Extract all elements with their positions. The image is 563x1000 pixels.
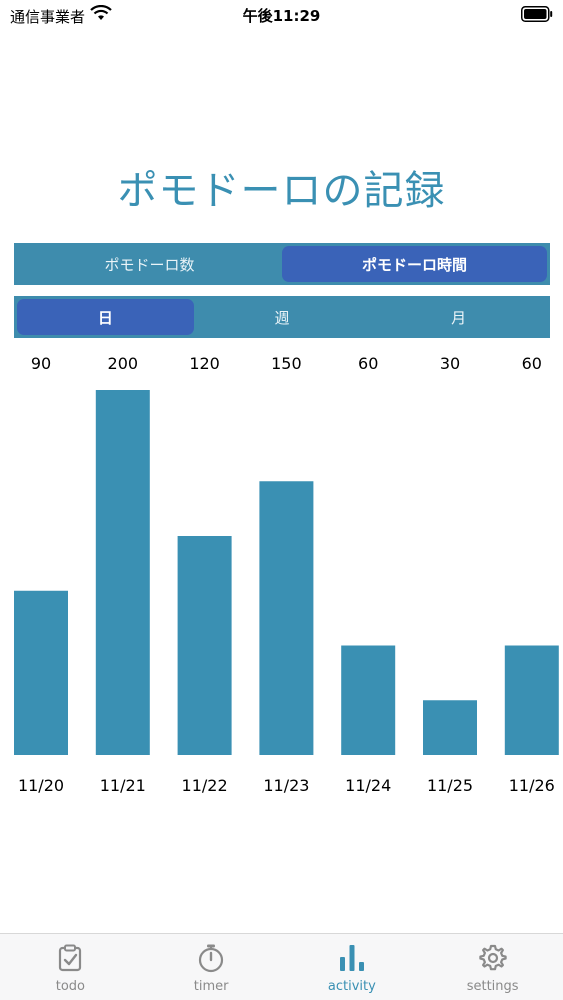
mode-segmented-control: ポモドーロ数 ポモドーロ時間 (14, 243, 550, 285)
x-axis-tick-label: 11/26 (509, 776, 555, 795)
battery-icon (521, 6, 553, 22)
bar-value-label: 60 (358, 354, 378, 373)
stopwatch-icon (199, 944, 224, 973)
status-bar: 通信事業者 午後11:29 (0, 0, 563, 30)
x-axis-tick-label: 11/25 (427, 776, 473, 795)
status-time: 午後11:29 (242, 7, 321, 25)
bar-value-label: 90 (31, 354, 51, 373)
bar-value-label: 60 (522, 354, 542, 373)
chart-bar (423, 700, 477, 755)
chart-bar (177, 536, 232, 755)
tab-label: settings (466, 979, 519, 994)
tab-label: todo (55, 979, 85, 994)
tab-label: timer (193, 979, 229, 994)
tab-timer[interactable]: timer (141, 934, 282, 1000)
tab-label: activity (327, 979, 376, 994)
chart-bar (341, 645, 396, 755)
tab-todo[interactable]: todo (0, 934, 141, 1000)
x-axis-tick-label: 11/24 (345, 776, 391, 795)
bar-chart-icon (339, 945, 364, 971)
segment-week[interactable]: 週 (274, 308, 290, 327)
bar-value-label: 150 (271, 354, 302, 373)
bar-value-label: 120 (189, 354, 220, 373)
gear-icon (478, 944, 507, 971)
bar-value-label: 30 (440, 354, 460, 373)
x-axis-tick-label: 11/21 (100, 776, 146, 795)
x-axis-tick-label: 11/23 (263, 776, 309, 795)
chart-bar (259, 481, 314, 755)
chart-bar (14, 590, 68, 755)
x-axis-tick-label: 11/22 (182, 776, 228, 795)
chart-bar (95, 390, 150, 755)
tab-activity[interactable]: activity (282, 934, 423, 1000)
page-title: ポモドーロの記録 (117, 168, 446, 214)
x-axis-tick-label: 11/20 (18, 776, 64, 795)
period-segmented-control: 日 週 月 (14, 296, 550, 338)
wifi-icon (90, 5, 112, 20)
segment-pomodoro-time[interactable]: ポモドーロ時間 (282, 246, 547, 282)
segment-month[interactable]: 月 (451, 308, 467, 327)
segment-day[interactable]: 日 (17, 299, 194, 335)
chart-bar (504, 645, 559, 755)
bar-value-label: 200 (108, 354, 139, 373)
tab-bar: todo timer activity settings (0, 933, 563, 1000)
pomodoro-bar-chart: 90 11/20 200 11/21 120 11/22 150 11/23 60 11/24 30… (14, 354, 559, 795)
carrier-label: 通信事業者 (10, 8, 86, 26)
tab-settings[interactable]: settings (422, 934, 563, 1000)
segment-pomodoro-count[interactable]: ポモドーロ数 (104, 255, 195, 274)
clipboard-check-icon (59, 944, 82, 972)
